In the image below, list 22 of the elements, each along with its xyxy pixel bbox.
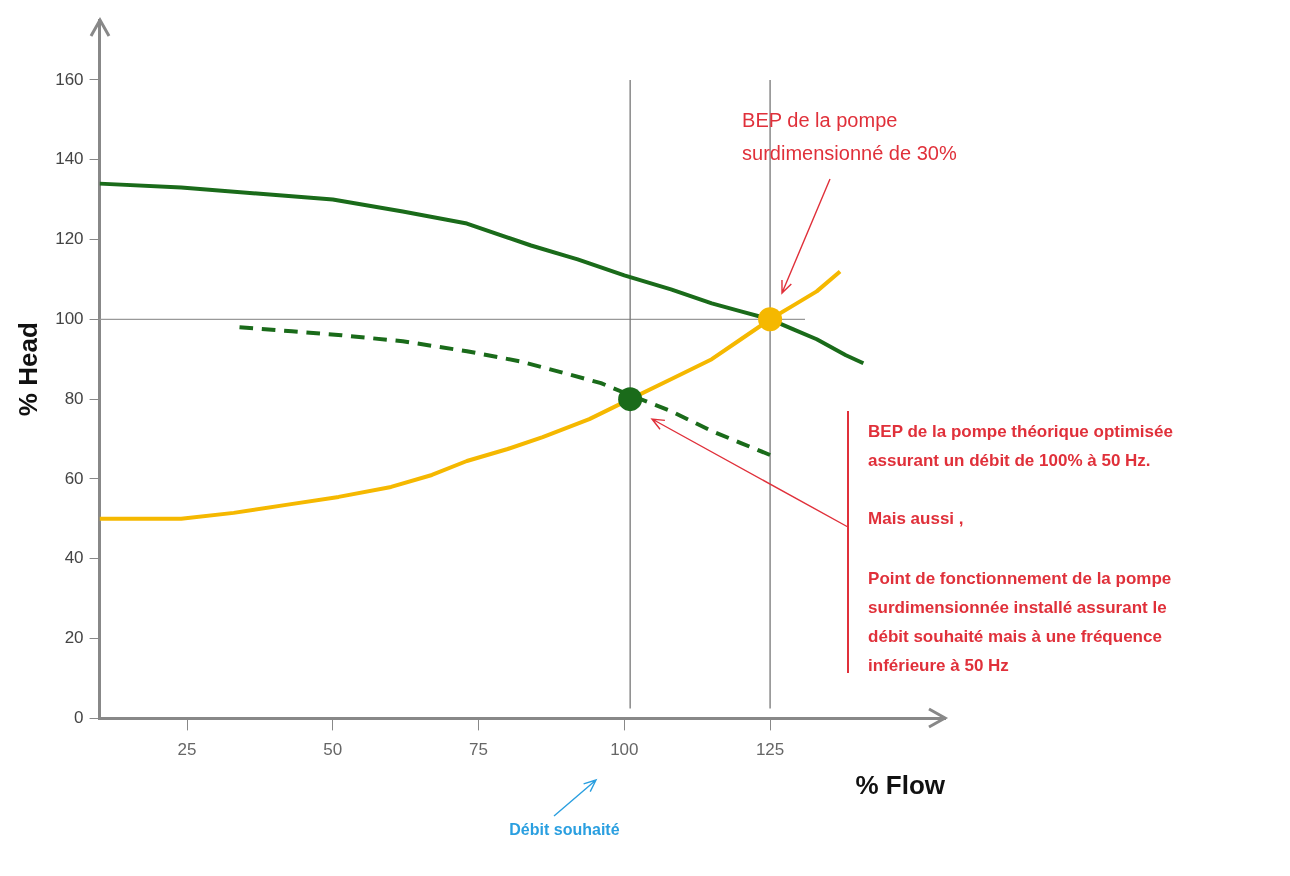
annotation: Point de fonctionnement de la pompe surdimensionnée installé assurant le débit souhaité mais à une fréquence inférieure à 50 Hz (868, 568, 1172, 678)
y-tick-label: 0 (74, 708, 84, 728)
text: Débit souhaité (509, 820, 620, 841)
x-axis-title: % Flow (855, 769, 946, 800)
y-tick-label: 20 (64, 628, 84, 648)
x-tick-label: 125 (755, 740, 785, 760)
x-tick-label: 100 (610, 740, 639, 760)
y-tick-label: 120 (55, 229, 84, 249)
annotation: BEP de la pompe surdimensionné de 30% (742, 108, 957, 167)
y-tick-label: 60 (64, 468, 84, 488)
annotation: BEP de la pompe théorique optimisée assurant un débit de 100% à 50 Hz. (868, 421, 1173, 473)
y-tick-label: 140 (55, 149, 84, 169)
line-series (237, 325, 773, 457)
y-tick-label: 100 (55, 309, 84, 328)
x-tick-label: 50 (323, 740, 343, 760)
x-tick-label: 25 (177, 740, 197, 760)
x-tick-label: 75 (469, 740, 489, 760)
y-tick-label: 80 (64, 388, 84, 408)
y-tick-label: 40 (64, 548, 84, 568)
y-axis-title: % Head (12, 322, 43, 417)
y-tick-label: 160 (55, 69, 84, 89)
annotation: Mais aussi , (868, 508, 964, 531)
